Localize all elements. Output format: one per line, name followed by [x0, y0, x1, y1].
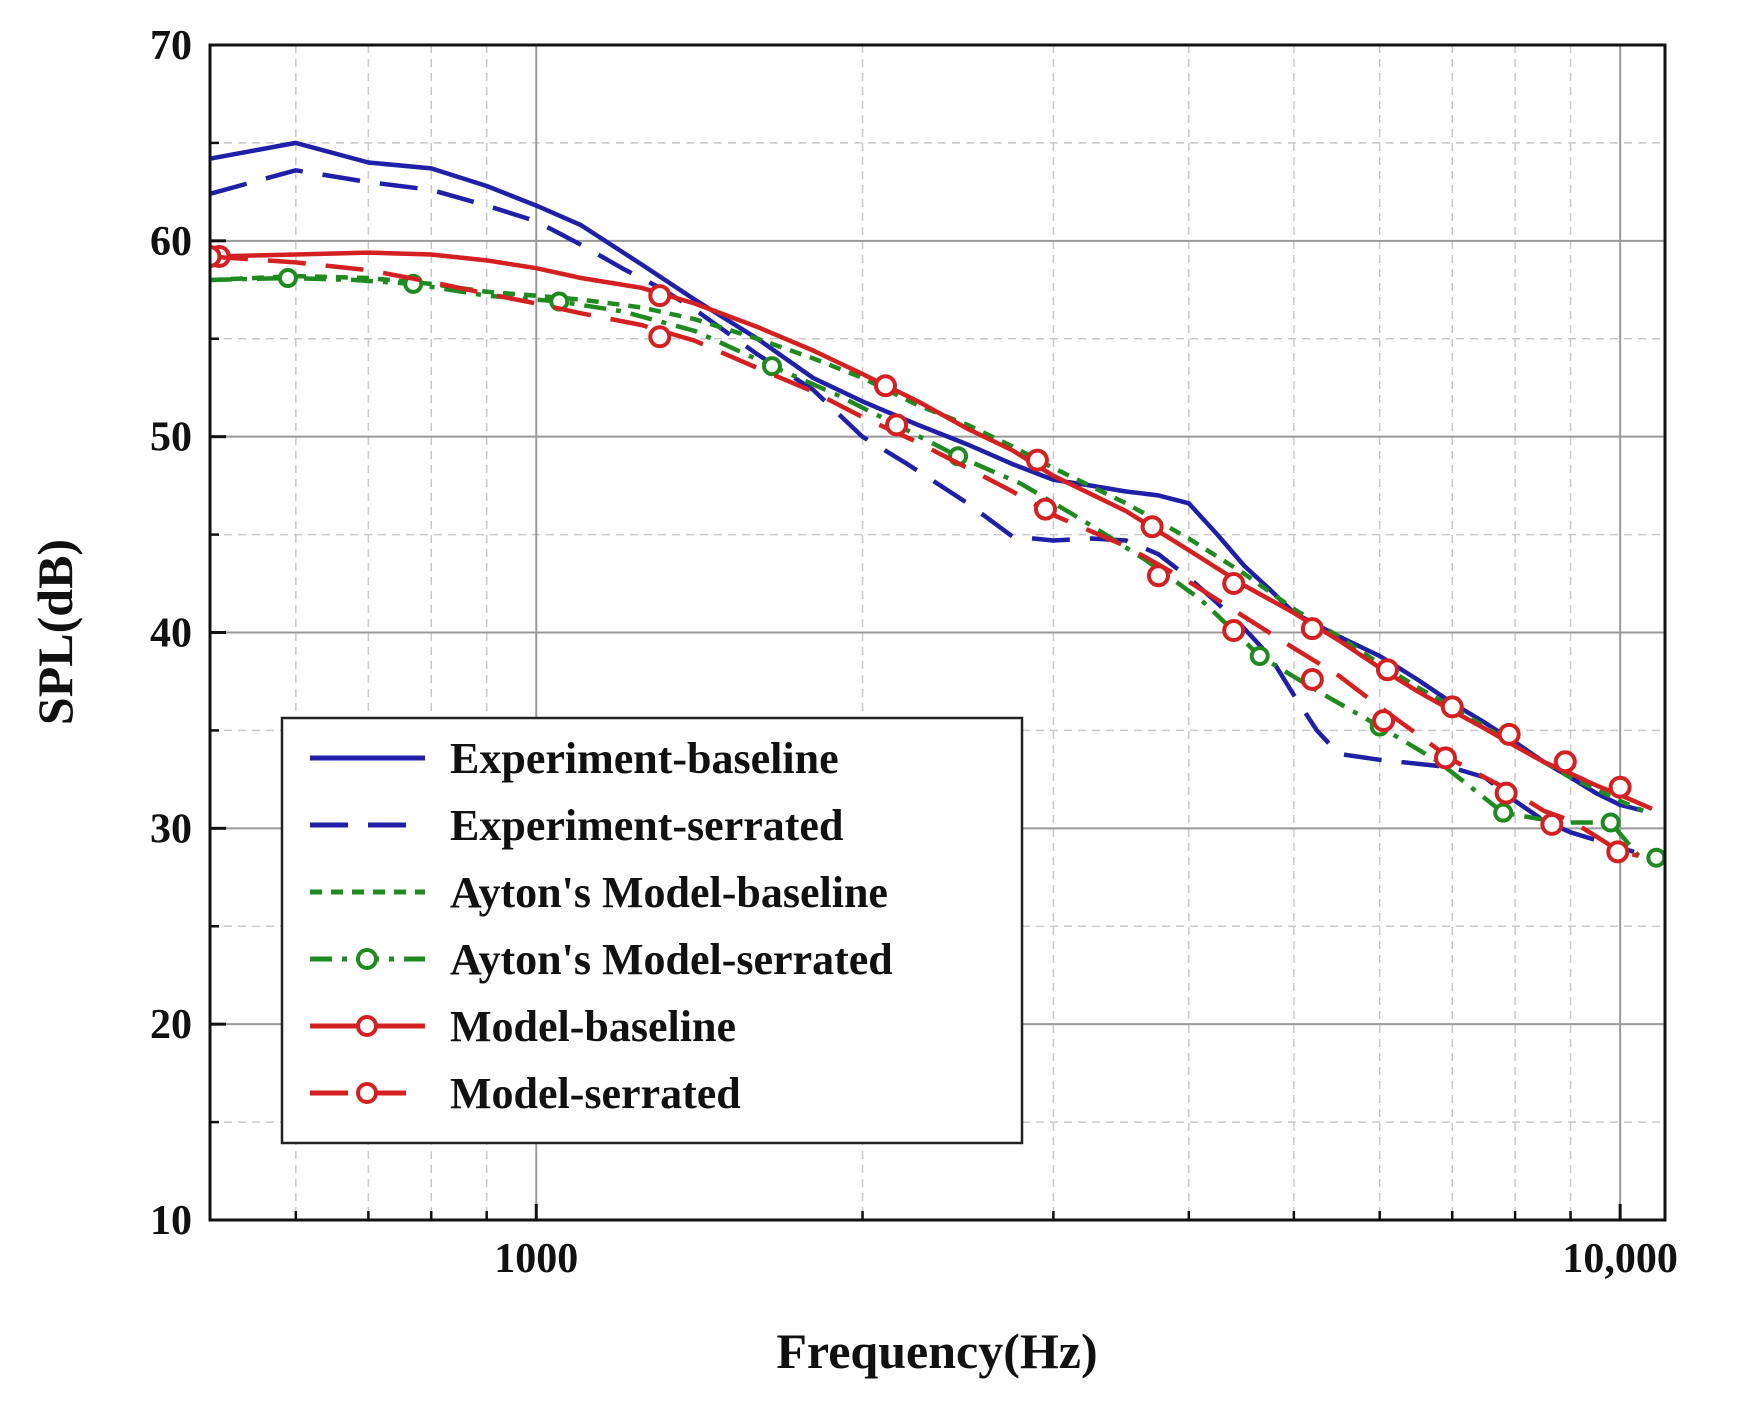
- series-marker: [1493, 802, 1514, 823]
- series-line: [210, 140, 1644, 813]
- series-marker: [1222, 619, 1246, 643]
- y-tick-label: 60: [150, 219, 192, 265]
- legend-entry: Experiment-serrated: [310, 801, 843, 850]
- legend-entry: Ayton's Model-serrated: [310, 935, 893, 984]
- series-marker: [1497, 722, 1521, 746]
- x-tick-label: 10,000: [1562, 1236, 1678, 1282]
- series-marker: [1222, 572, 1246, 596]
- legend-label: Ayton's Model-serrated: [450, 935, 893, 984]
- y-tick-label: 40: [150, 611, 192, 657]
- series-marker: [1553, 750, 1577, 774]
- series-marker: [874, 374, 898, 398]
- series-marker: [1372, 709, 1396, 733]
- legend-label: Model-baseline: [450, 1002, 736, 1051]
- series-marker: [277, 268, 298, 289]
- y-tick-label: 30: [150, 806, 192, 852]
- series-marker: [1375, 658, 1399, 682]
- series-marker: [1433, 746, 1457, 770]
- series-marker: [885, 413, 909, 437]
- x-axis-title: Frequency(Hz): [776, 1323, 1097, 1379]
- legend-box: [280, 716, 1024, 1145]
- series-marker: [210, 245, 222, 268]
- series-marker: [761, 356, 782, 377]
- legend-label: Ayton's Model-baseline: [450, 868, 888, 917]
- data-series: [210, 140, 1665, 868]
- legend-marker: [356, 1082, 378, 1104]
- y-tick-label: 10: [150, 1198, 192, 1244]
- legend-entry: Model-serrated: [310, 1069, 741, 1118]
- legend-marker: [356, 948, 378, 970]
- series-experiment-baseline: [210, 140, 1644, 813]
- legend-label: Model-serrated: [450, 1069, 741, 1118]
- series-line: [210, 275, 1641, 858]
- legend-entry: Ayton's Model-baseline: [310, 868, 888, 917]
- series-marker: [1146, 564, 1170, 588]
- series-marker: [1300, 617, 1324, 641]
- legend-entry: Model-baseline: [310, 1002, 736, 1051]
- axes: 10 20 30 40 50 60 70 1000 10,000: [150, 23, 1678, 1282]
- series-model-serrated: [210, 245, 1640, 864]
- series-marker: [1440, 695, 1464, 719]
- legend-entry: Experiment-baseline: [310, 734, 839, 783]
- legend-label: Experiment-serrated: [450, 801, 843, 850]
- legend-label: Experiment-baseline: [450, 734, 839, 783]
- series-marker: [1249, 646, 1270, 666]
- y-axis-title: SPL(dB): [27, 539, 83, 725]
- x-tick-label: 1000: [494, 1236, 578, 1282]
- series-marker: [1608, 775, 1632, 799]
- series-marker: [1494, 781, 1518, 805]
- series-marker: [648, 284, 672, 308]
- legend: Experiment-baseline Experiment-serrated Ay…: [280, 716, 1024, 1145]
- series-marker: [1600, 812, 1621, 833]
- series-marker: [1025, 448, 1049, 472]
- series-line: [210, 250, 1653, 811]
- series-marker: [1033, 497, 1057, 521]
- legend-marker: [356, 1015, 378, 1037]
- series-marker: [648, 325, 672, 349]
- series-marker: [1540, 812, 1564, 836]
- y-tick-label: 20: [150, 1002, 192, 1048]
- series-marker: [1606, 840, 1630, 864]
- series-marker: [1646, 847, 1665, 868]
- y-tick-label: 70: [150, 23, 192, 69]
- series-marker: [1140, 515, 1164, 539]
- series-marker: [1300, 668, 1324, 691]
- y-tick-label: 50: [150, 415, 192, 461]
